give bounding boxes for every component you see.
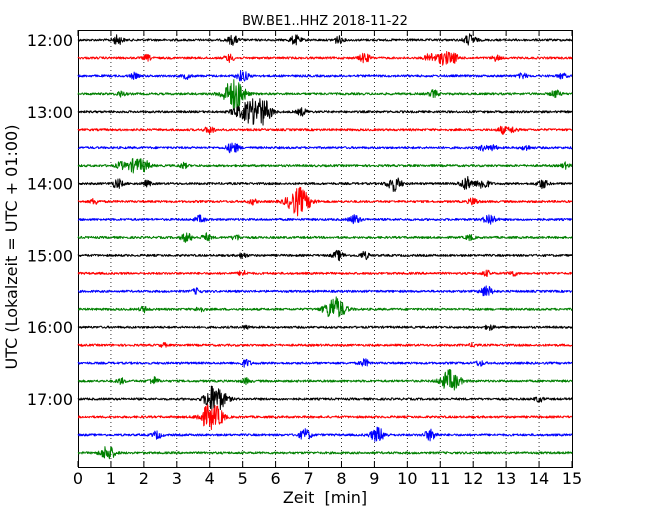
trace-1345 [77, 158, 573, 174]
x-axis-label: Zeit [min] [283, 488, 367, 507]
y-axis-ticks: 12:00 13:00 14:00 15:00 16:00 17:00 [27, 31, 572, 409]
x-tick-label: 8 [336, 469, 346, 488]
x-tick-label: 4 [205, 469, 215, 488]
trace-1645 [77, 368, 573, 391]
chart-title: BW.BE1..HHZ 2018-11-22 [242, 14, 408, 29]
trace-1445 [77, 232, 573, 243]
x-tick-label: 11 [430, 469, 450, 488]
trace-1245 [77, 79, 573, 110]
trace-1545 [77, 296, 573, 318]
x-tick-label: 7 [303, 469, 313, 488]
trace-1215 [77, 51, 573, 66]
trace-1330 [77, 142, 573, 154]
trace-1615 [77, 342, 573, 348]
x-axis-ticks: 0 1 2 3 4 5 6 7 8 9 10 11 12 13 14 15 [73, 30, 582, 488]
x-tick-label: 12 [463, 469, 483, 488]
x-tick-label: 9 [369, 469, 379, 488]
y-tick-label: 12:00 [27, 31, 73, 50]
trace-1200 [77, 33, 573, 46]
trace-1700 [77, 385, 573, 411]
vertical-grid [110, 30, 540, 467]
trace-1415 [77, 186, 573, 217]
x-tick-label: 6 [271, 469, 281, 488]
trace-1500 [77, 249, 573, 262]
x-tick-label: 14 [529, 469, 549, 488]
x-tick-label: 15 [562, 469, 582, 488]
trace-1745 [77, 446, 573, 460]
x-tick-label: 0 [73, 469, 83, 488]
trace-1430 [77, 214, 573, 225]
trace-1300 [77, 98, 573, 126]
y-tick-label: 17:00 [27, 390, 73, 409]
x-tick-label: 1 [106, 469, 116, 488]
x-tick-label: 3 [172, 469, 182, 488]
y-tick-label: 13:00 [27, 103, 73, 122]
x-tick-label: 2 [139, 469, 149, 488]
x-tick-label: 13 [496, 469, 516, 488]
x-tick-label: 10 [397, 469, 417, 488]
trace-1515 [77, 269, 573, 277]
y-tick-label: 14:00 [27, 175, 73, 194]
trace-1315 [77, 125, 573, 135]
y-tick-label: 16:00 [27, 318, 73, 337]
plot-area [78, 30, 573, 468]
trace-1630 [77, 358, 573, 368]
trace-1600 [77, 324, 573, 331]
trace-1730 [77, 426, 573, 442]
trace-group [77, 33, 573, 460]
trace-1530 [77, 285, 573, 297]
y-axis-label: UTC (Lokalzeit = UTC + 01:00) [2, 125, 21, 370]
trace-1715 [77, 404, 573, 431]
trace-1400 [77, 175, 573, 192]
x-tick-label: 5 [238, 469, 248, 488]
y-tick-label: 15:00 [27, 246, 73, 265]
trace-1230 [77, 70, 573, 82]
